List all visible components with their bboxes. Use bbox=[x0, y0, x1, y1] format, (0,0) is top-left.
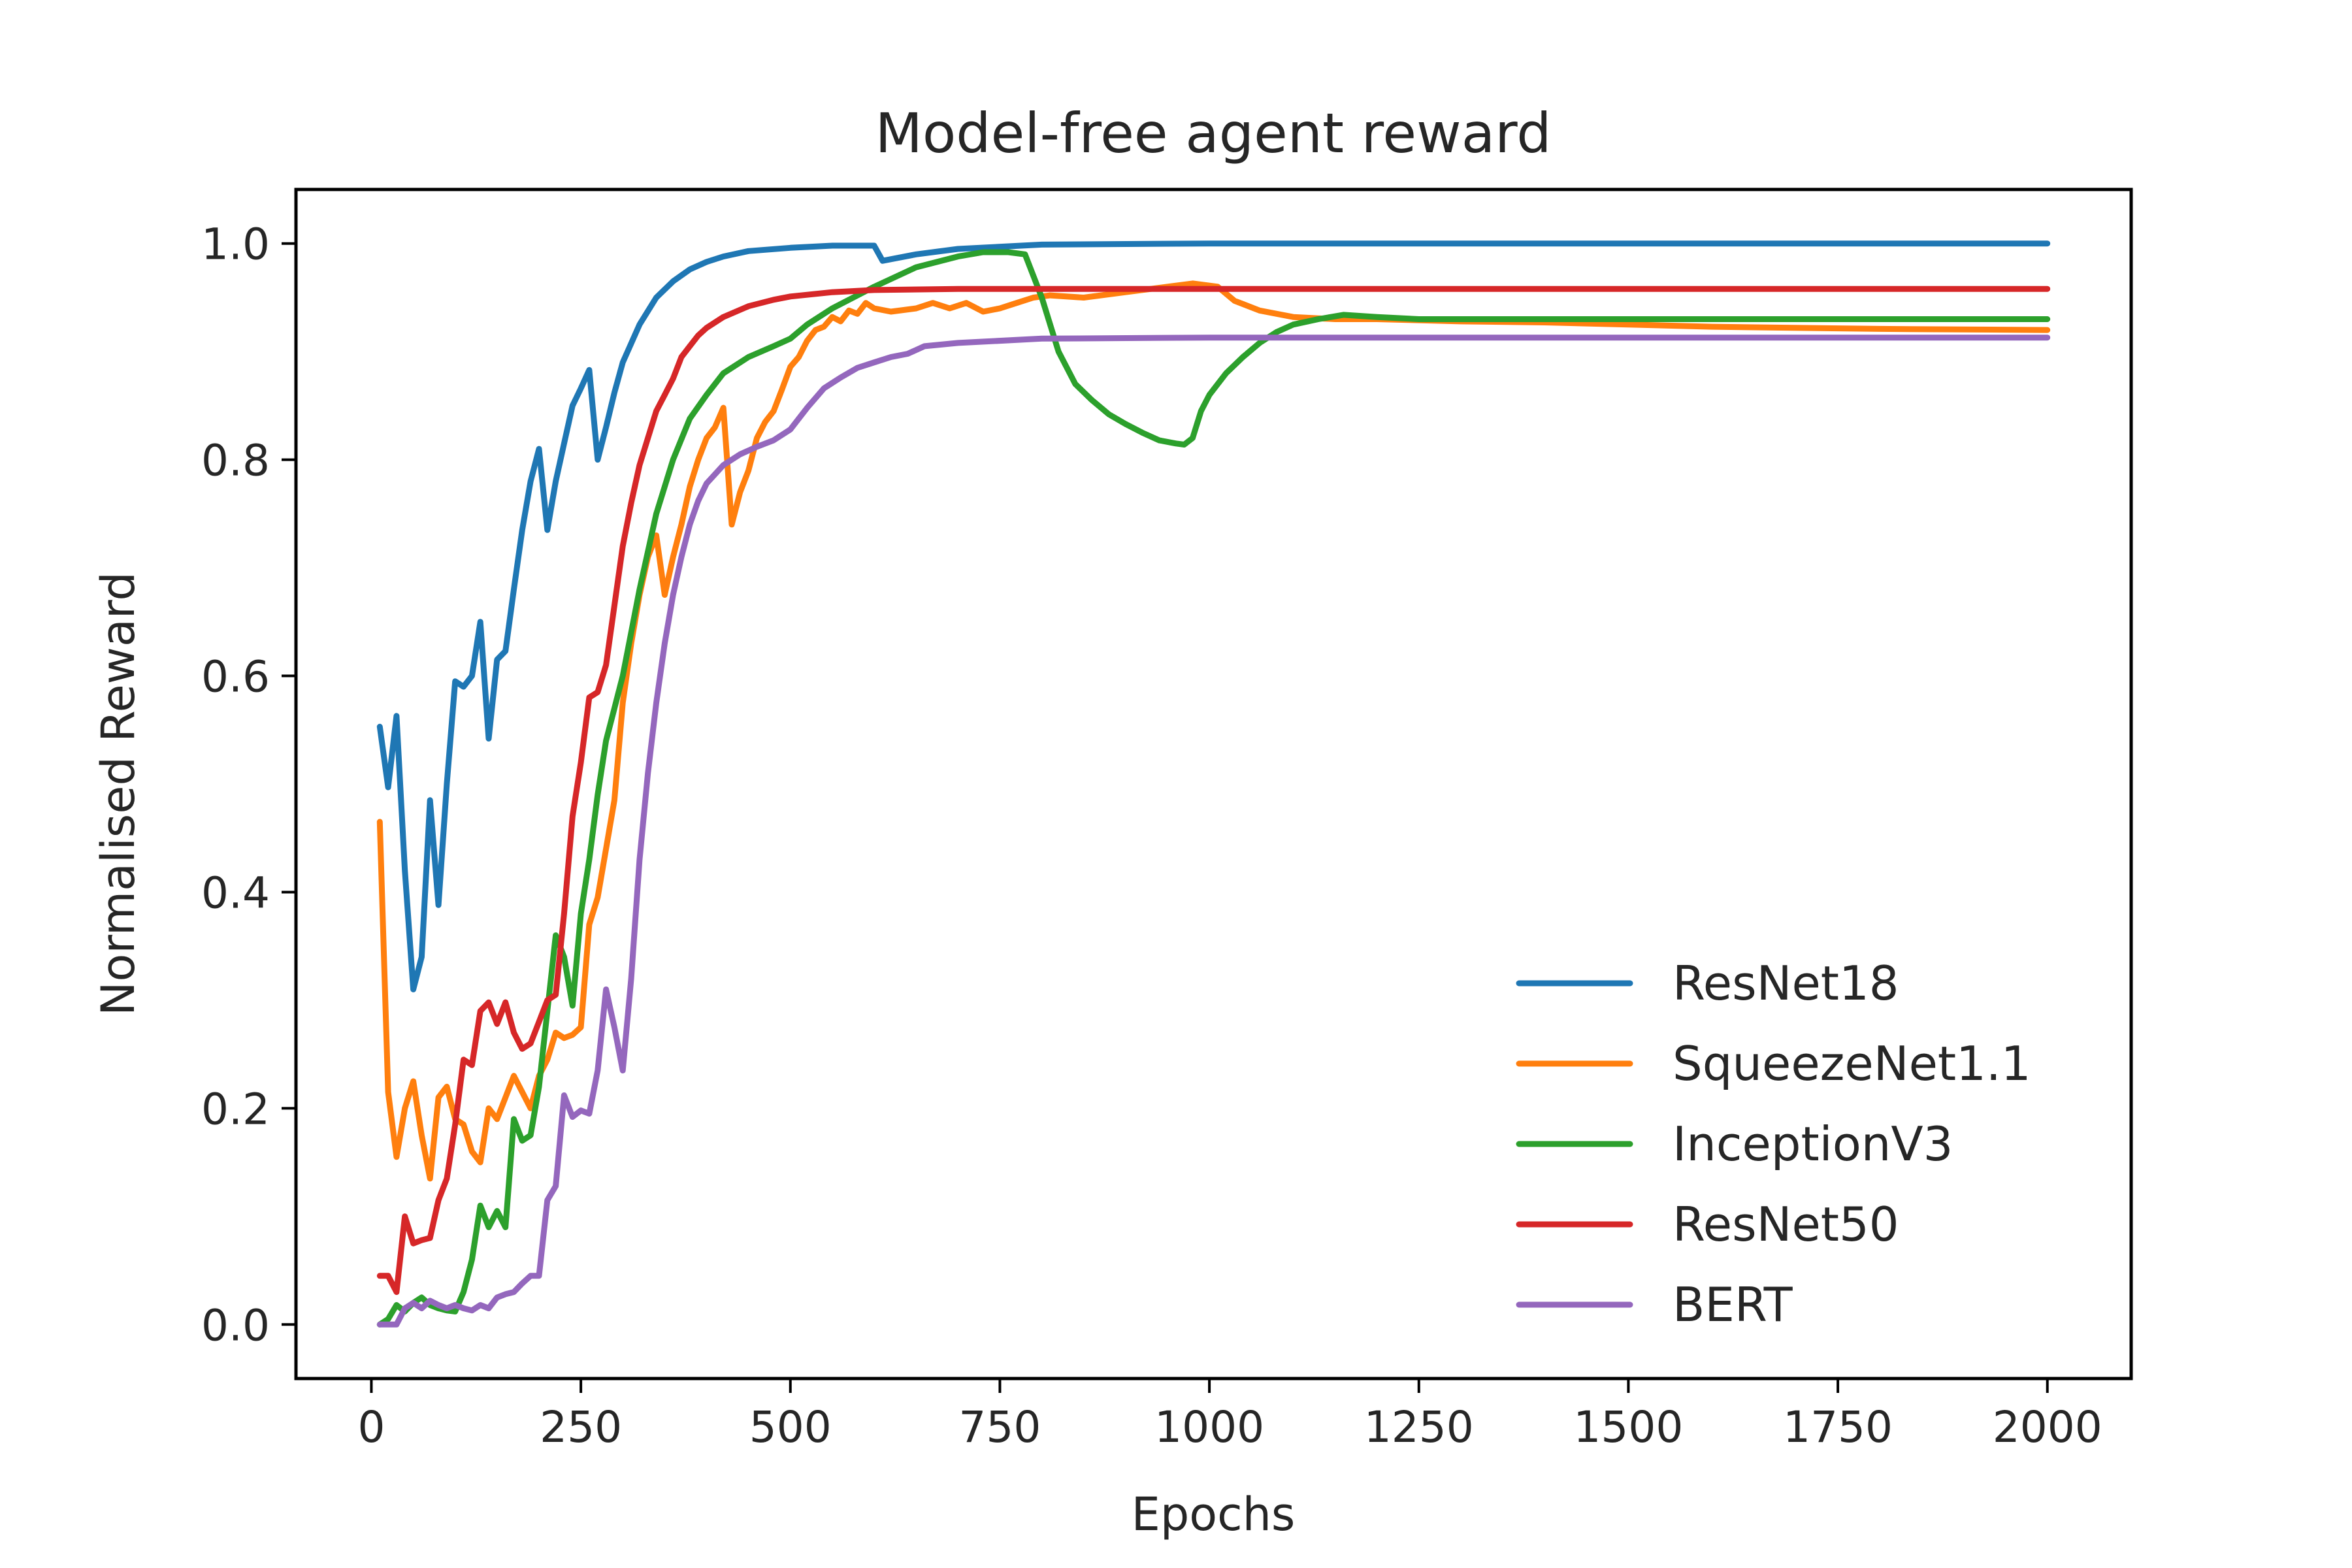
x-axis-title: Epochs bbox=[1132, 1488, 1296, 1541]
x-tick-label: 1250 bbox=[1364, 1402, 1474, 1452]
legend: ResNet18 SqueezeNet1.1 InceptionV3 ResNet50… bbox=[1516, 956, 2031, 1332]
x-tick-label: 250 bbox=[540, 1402, 622, 1452]
series-line-squeezenet1-1 bbox=[376, 280, 2051, 1182]
x-tick-label: 500 bbox=[749, 1402, 832, 1452]
x-axis: 0 250 500 750 1000 1250 1500 1750 2000 bbox=[357, 1379, 2102, 1452]
y-tick-label: 0.2 bbox=[201, 1084, 270, 1134]
y-tick-label: 1.0 bbox=[201, 220, 270, 270]
legend-label: SqueezeNet1.1 bbox=[1673, 1036, 2031, 1091]
y-tick-label: 0.0 bbox=[201, 1300, 270, 1350]
legend-label: ResNet50 bbox=[1673, 1197, 1899, 1252]
x-tick-label: 2000 bbox=[1993, 1402, 2102, 1452]
x-tick-label: 750 bbox=[958, 1402, 1041, 1452]
series-layer bbox=[376, 240, 2051, 1328]
y-tick-label: 0.8 bbox=[201, 436, 270, 486]
y-tick-label: 0.6 bbox=[201, 652, 270, 702]
y-axis: 0.0 0.2 0.4 0.6 0.8 1.0 bbox=[201, 220, 296, 1350]
series-line-inceptionv3 bbox=[376, 249, 2051, 1328]
x-tick-label: 1750 bbox=[1783, 1402, 1893, 1452]
y-axis-title: Normalised Reward bbox=[91, 572, 145, 1016]
x-tick-label: 1500 bbox=[1573, 1402, 1683, 1452]
legend-label: ResNet18 bbox=[1673, 956, 1899, 1011]
legend-label: InceptionV3 bbox=[1673, 1117, 1953, 1171]
chart-title: Model-free agent reward bbox=[875, 101, 1551, 165]
legend-label: BERT bbox=[1673, 1277, 1793, 1332]
x-tick-label: 1000 bbox=[1154, 1402, 1264, 1452]
series-line-resnet50 bbox=[376, 286, 2051, 1296]
plot-frame bbox=[294, 188, 2133, 1380]
series-line-resnet18 bbox=[376, 240, 2051, 992]
series-line-bert bbox=[376, 335, 2051, 1328]
x-tick-label: 0 bbox=[357, 1402, 385, 1452]
y-tick-label: 0.4 bbox=[201, 868, 270, 918]
